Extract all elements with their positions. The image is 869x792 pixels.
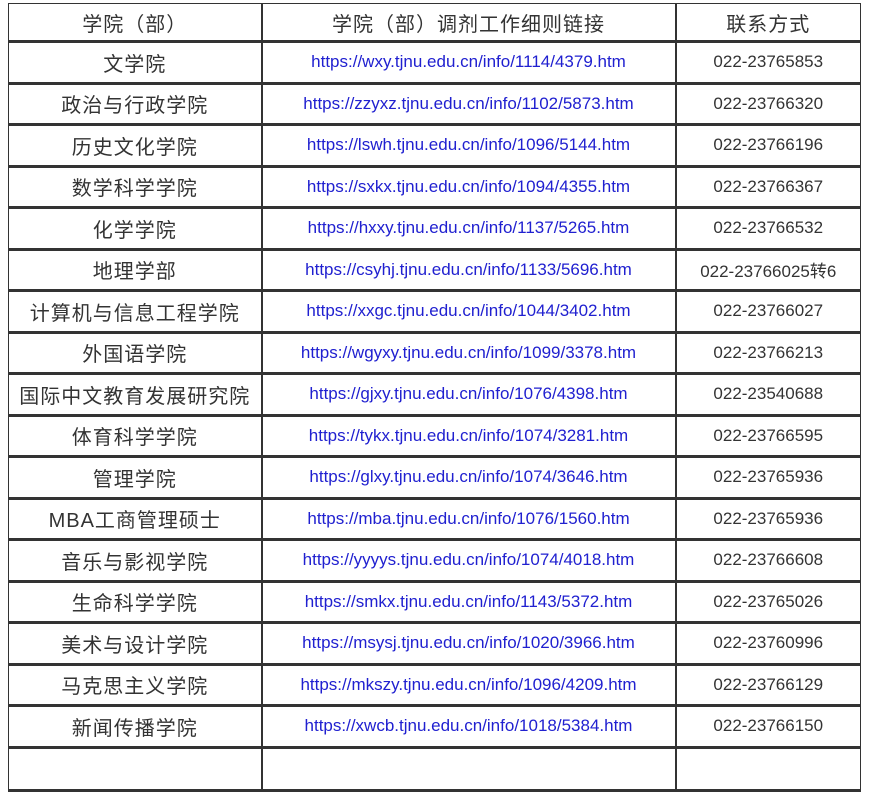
college-rules-link-cell: https://csyhj.tjnu.edu.cn/info/1133/5696… xyxy=(260,247,677,292)
college-name: 数学科学学院 xyxy=(8,164,263,209)
contact-phone: 022-23766213 xyxy=(674,330,861,375)
college-rules-link[interactable]: https://yyyys.tjnu.edu.cn/info/1074/4018… xyxy=(302,550,635,570)
college-name: 音乐与影视学院 xyxy=(8,538,263,583)
college-rules-link-cell: https://yyyys.tjnu.edu.cn/info/1074/4018… xyxy=(260,538,677,583)
contact-phone: 022-23766027 xyxy=(674,289,861,334)
contact-phone: 022-23766532 xyxy=(674,206,861,251)
college-rules-link[interactable]: https://glxy.tjnu.edu.cn/info/1074/3646.… xyxy=(309,467,628,487)
college-rules-link-cell: https://msysj.tjnu.edu.cn/info/1020/3966… xyxy=(260,621,677,666)
table-row: 美术与设计学院 https://msysj.tjnu.edu.cn/info/1… xyxy=(8,621,861,666)
contact-phone: 022-23766196 xyxy=(674,123,861,168)
contact-phone: 022-23760996 xyxy=(674,621,861,666)
table-row: 文学院 https://wxy.tjnu.edu.cn/info/1114/43… xyxy=(8,40,861,85)
table-body: 文学院 https://wxy.tjnu.edu.cn/info/1114/43… xyxy=(8,40,861,792)
college-rules-link[interactable]: https://smkx.tjnu.edu.cn/info/1143/5372.… xyxy=(304,591,633,611)
college-rules-link-cell: https://wgyxy.tjnu.edu.cn/info/1099/3378… xyxy=(260,330,677,375)
table-row: 历史文化学院 https://lswh.tjnu.edu.cn/info/109… xyxy=(8,123,861,168)
college-name: 体育科学学院 xyxy=(8,413,263,458)
college-name: 政治与行政学院 xyxy=(8,81,263,126)
college-rules-link[interactable]: https://csyhj.tjnu.edu.cn/info/1133/5696… xyxy=(305,259,632,279)
header-row: 学院（部） 学院（部）调剂工作细则链接 联系方式 xyxy=(8,3,861,43)
college-rules-link[interactable]: https://msysj.tjnu.edu.cn/info/1020/3966… xyxy=(302,633,635,653)
college-rules-link[interactable]: https://xwcb.tjnu.edu.cn/info/1018/5384.… xyxy=(304,716,633,736)
college-rules-link-cell: https://xxgc.tjnu.edu.cn/info/1044/3402.… xyxy=(260,289,677,334)
contact-phone: 022-23765853 xyxy=(674,40,861,85)
college-name: 马克思主义学院 xyxy=(8,662,263,707)
college-rules-link-cell: https://xwcb.tjnu.edu.cn/info/1018/5384.… xyxy=(260,704,677,749)
table-row: 音乐与影视学院 https://yyyys.tjnu.edu.cn/info/1… xyxy=(8,538,861,583)
contact-phone: 022-23766025转6 xyxy=(674,247,861,292)
college-name: 计算机与信息工程学院 xyxy=(8,289,263,334)
table-row: 地理学部 https://csyhj.tjnu.edu.cn/info/1133… xyxy=(8,247,861,292)
adjustment-info-table-wrap: 学院（部） 学院（部）调剂工作细则链接 联系方式 文学院 https://wxy… xyxy=(8,3,861,792)
college-rules-link[interactable]: https://wgyxy.tjnu.edu.cn/info/1099/3378… xyxy=(300,342,637,362)
empty-cell xyxy=(674,745,861,792)
table-row: 新闻传播学院 https://xwcb.tjnu.edu.cn/info/101… xyxy=(8,704,861,749)
college-rules-link-cell: https://sxkx.tjnu.edu.cn/info/1094/4355.… xyxy=(260,164,677,209)
college-rules-link-cell: https://mkszy.tjnu.edu.cn/info/1096/4209… xyxy=(260,662,677,707)
college-rules-link[interactable]: https://gjxy.tjnu.edu.cn/info/1076/4398.… xyxy=(309,384,628,404)
college-name: 地理学部 xyxy=(8,247,263,292)
college-name: 化学学院 xyxy=(8,206,263,251)
college-rules-link-cell: https://tykx.tjnu.edu.cn/info/1074/3281.… xyxy=(260,413,677,458)
college-name: 历史文化学院 xyxy=(8,123,263,168)
college-name: 生命科学学院 xyxy=(8,579,263,624)
college-rules-link-cell: https://zzyxz.tjnu.edu.cn/info/1102/5873… xyxy=(260,81,677,126)
college-rules-link[interactable]: https://xxgc.tjnu.edu.cn/info/1044/3402.… xyxy=(306,301,631,321)
table-row: 化学学院 https://hxxy.tjnu.edu.cn/info/1137/… xyxy=(8,206,861,251)
contact-phone: 022-23765936 xyxy=(674,496,861,541)
table-row: 数学科学学院 https://sxkx.tjnu.edu.cn/info/109… xyxy=(8,164,861,209)
college-name: 美术与设计学院 xyxy=(8,621,263,666)
college-rules-link[interactable]: https://sxkx.tjnu.edu.cn/info/1094/4355.… xyxy=(306,176,631,196)
college-adjustment-table: 学院（部） 学院（部）调剂工作细则链接 联系方式 文学院 https://wxy… xyxy=(8,3,861,792)
college-name: 外国语学院 xyxy=(8,330,263,375)
empty-cell xyxy=(8,745,263,792)
college-rules-link[interactable]: https://wxy.tjnu.edu.cn/info/1114/4379.h… xyxy=(311,52,626,72)
header-rules-link: 学院（部）调剂工作细则链接 xyxy=(260,3,677,43)
table-row: MBA工商管理硕士 https://mba.tjnu.edu.cn/info/1… xyxy=(8,496,861,541)
college-rules-link[interactable]: https://tykx.tjnu.edu.cn/info/1074/3281.… xyxy=(308,425,629,445)
college-rules-link[interactable]: https://mba.tjnu.edu.cn/info/1076/1560.h… xyxy=(307,508,630,528)
college-rules-link-cell: https://lswh.tjnu.edu.cn/info/1096/5144.… xyxy=(260,123,677,168)
college-rules-link[interactable]: https://mkszy.tjnu.edu.cn/info/1096/4209… xyxy=(300,674,637,694)
partial-table-row xyxy=(8,745,861,792)
college-rules-link-cell: https://wxy.tjnu.edu.cn/info/1114/4379.h… xyxy=(260,40,677,85)
college-name: MBA工商管理硕士 xyxy=(8,496,263,541)
table-row: 政治与行政学院 https://zzyxz.tjnu.edu.cn/info/1… xyxy=(8,81,861,126)
contact-phone: 022-23765936 xyxy=(674,455,861,500)
empty-cell xyxy=(260,745,677,792)
college-rules-link-cell: https://gjxy.tjnu.edu.cn/info/1076/4398.… xyxy=(260,372,677,417)
table-row: 外国语学院 https://wgyxy.tjnu.edu.cn/info/109… xyxy=(8,330,861,375)
header-college: 学院（部） xyxy=(8,3,263,43)
table-row: 计算机与信息工程学院 https://xxgc.tjnu.edu.cn/info… xyxy=(8,289,861,334)
contact-phone: 022-23766129 xyxy=(674,662,861,707)
table-row: 国际中文教育发展研究院 https://gjxy.tjnu.edu.cn/inf… xyxy=(8,372,861,417)
college-name: 国际中文教育发展研究院 xyxy=(8,372,263,417)
table-row: 体育科学学院 https://tykx.tjnu.edu.cn/info/107… xyxy=(8,413,861,458)
college-rules-link-cell: https://glxy.tjnu.edu.cn/info/1074/3646.… xyxy=(260,455,677,500)
college-name: 文学院 xyxy=(8,40,263,85)
contact-phone: 022-23766595 xyxy=(674,413,861,458)
header-contact: 联系方式 xyxy=(674,3,861,43)
college-rules-link-cell: https://smkx.tjnu.edu.cn/info/1143/5372.… xyxy=(260,579,677,624)
table-row: 生命科学学院 https://smkx.tjnu.edu.cn/info/114… xyxy=(8,579,861,624)
contact-phone: 022-23766608 xyxy=(674,538,861,583)
college-rules-link[interactable]: https://zzyxz.tjnu.edu.cn/info/1102/5873… xyxy=(303,93,634,113)
contact-phone: 022-23765026 xyxy=(674,579,861,624)
college-rules-link[interactable]: https://hxxy.tjnu.edu.cn/info/1137/5265.… xyxy=(307,218,630,238)
college-rules-link[interactable]: https://lswh.tjnu.edu.cn/info/1096/5144.… xyxy=(306,135,631,155)
contact-phone: 022-23766320 xyxy=(674,81,861,126)
table-row: 管理学院 https://glxy.tjnu.edu.cn/info/1074/… xyxy=(8,455,861,500)
table-row: 马克思主义学院 https://mkszy.tjnu.edu.cn/info/1… xyxy=(8,662,861,707)
college-rules-link-cell: https://hxxy.tjnu.edu.cn/info/1137/5265.… xyxy=(260,206,677,251)
contact-phone: 022-23766367 xyxy=(674,164,861,209)
contact-phone: 022-23766150 xyxy=(674,704,861,749)
contact-phone: 022-23540688 xyxy=(674,372,861,417)
college-rules-link-cell: https://mba.tjnu.edu.cn/info/1076/1560.h… xyxy=(260,496,677,541)
college-name: 管理学院 xyxy=(8,455,263,500)
college-name: 新闻传播学院 xyxy=(8,704,263,749)
